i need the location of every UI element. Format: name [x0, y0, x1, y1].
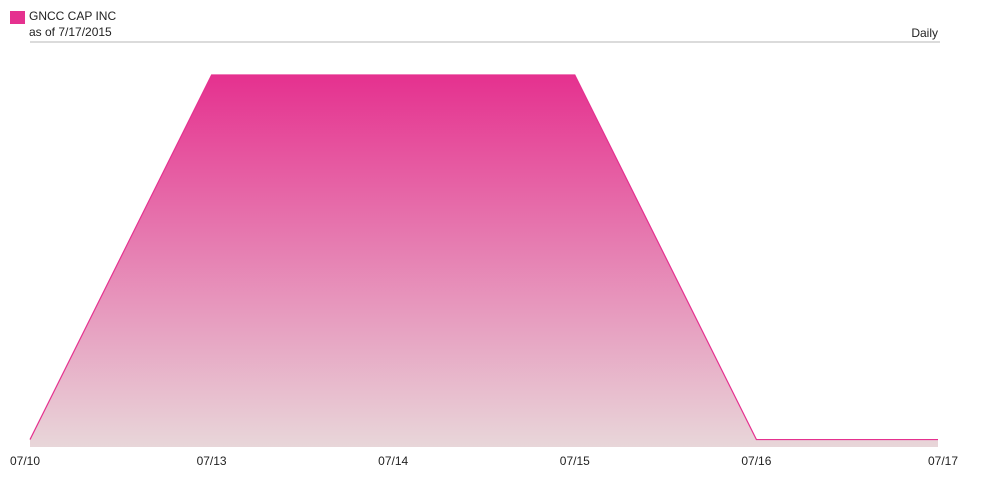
legend-label: GNCC CAP INC [29, 9, 116, 23]
frequency-label: Daily [911, 26, 938, 40]
x-tick-label: 07/13 [197, 454, 227, 468]
x-tick-label: 07/15 [560, 454, 590, 468]
plot-area [29, 74, 938, 447]
legend-swatch [10, 11, 25, 24]
x-tick-label: 07/14 [378, 454, 408, 468]
subtitle: as of 7/17/2015 [29, 25, 112, 39]
x-tick-label: 07/10 [10, 454, 40, 468]
area-line [29, 74, 938, 441]
area [30, 75, 938, 447]
x-tick-label: 07/17 [928, 454, 958, 468]
x-tick-label: 07/16 [741, 454, 771, 468]
